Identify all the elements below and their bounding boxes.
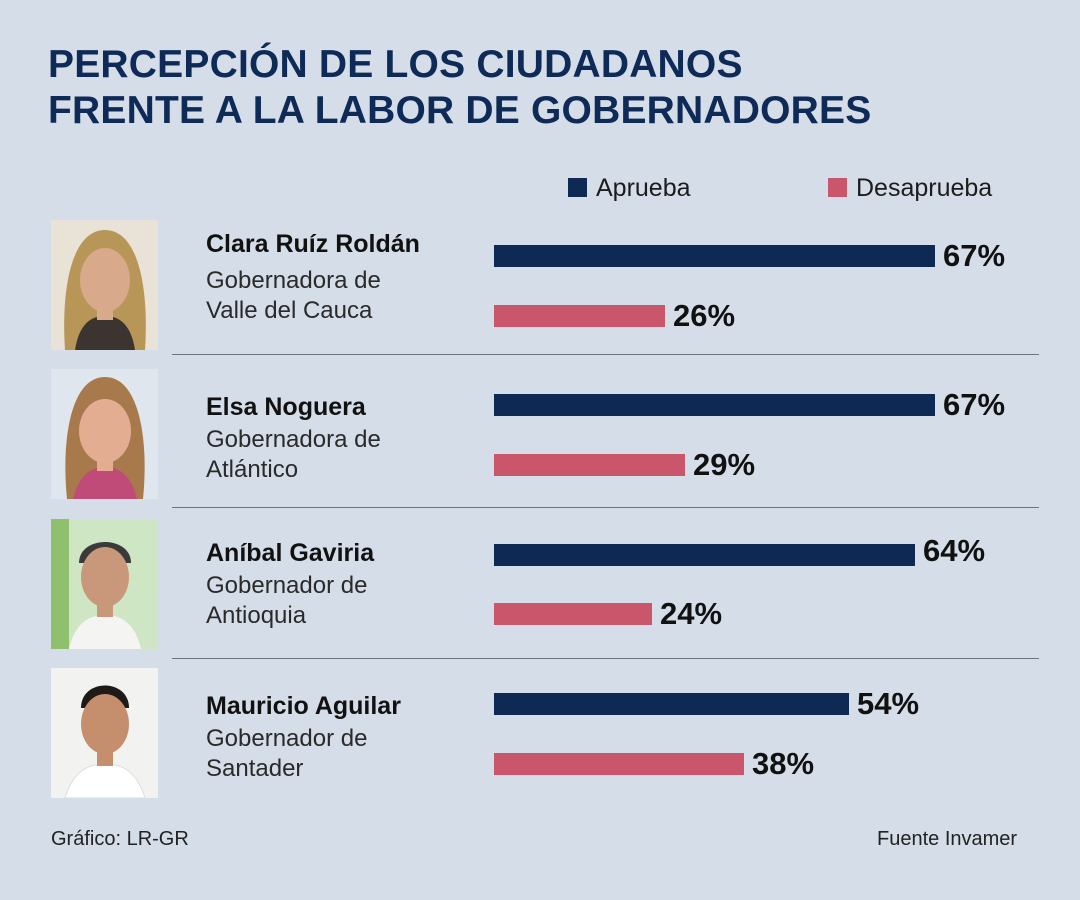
row-divider (172, 354, 1039, 355)
approve-value: 67% (943, 387, 1006, 422)
disapprove-bar (494, 753, 744, 775)
footer-credit: Gráfico: LR-GR (51, 828, 189, 850)
disapprove-value: 26% (673, 298, 736, 333)
governor-role: Gobernadora de Valle del Cauca (206, 266, 381, 326)
disapprove-bar (494, 603, 652, 625)
legend-disapprove-swatch (828, 178, 847, 197)
governor-role-line-1: Gobernador de (206, 572, 368, 599)
governor-role-line-2: Antioquia (206, 602, 307, 629)
row-divider (172, 507, 1039, 508)
governor-role-line-1: Gobernadora de (206, 267, 381, 294)
disapprove-value: 29% (693, 447, 756, 482)
governor-photo (51, 369, 158, 499)
governor-photo (51, 220, 158, 350)
legend-disapprove-label: Desaprueba (856, 174, 993, 202)
governor-role: Gobernador de Santader (206, 724, 367, 784)
legend-approve: Aprueba (568, 174, 691, 203)
legend-disapprove: Desaprueba (828, 174, 992, 203)
approve-bar (494, 245, 935, 267)
footer-source: Fuente Invamer (877, 828, 1018, 850)
governor-role-line-2: Santader (206, 755, 304, 782)
disapprove-bar (494, 305, 665, 327)
approve-bar (494, 544, 915, 566)
governor-photo (51, 668, 158, 798)
approve-value: 64% (923, 533, 986, 568)
title-line-1: PERCEPCIÓN DE LOS CIUDADANOS (48, 43, 743, 86)
title-line-2: FRENTE A LA LABOR DE GOBERNADORES (48, 89, 872, 132)
approve-value: 67% (943, 238, 1006, 273)
governor-row: Aníbal Gaviria Gobernador de Antioquia 6… (0, 519, 1080, 669)
approve-bar (494, 394, 935, 416)
governor-role-line-1: Gobernador de (206, 725, 368, 752)
chart-title: PERCEPCIÓN DE LOS CIUDADANOS FRENTE A LA… (48, 42, 871, 134)
governor-role-line-1: Gobernadora de (206, 426, 381, 453)
disapprove-value: 24% (660, 596, 723, 631)
approve-bar (494, 693, 849, 715)
governor-name: Elsa Noguera (206, 393, 366, 421)
governor-row: Elsa Noguera Gobernadora de Atlántico 67… (0, 369, 1080, 519)
legend-approve-label: Aprueba (596, 174, 691, 202)
legend-approve-swatch (568, 178, 587, 197)
governor-photo (51, 519, 158, 649)
governor-row: Clara Ruíz Roldán Gobernadora de Valle d… (0, 220, 1080, 370)
governor-role: Gobernador de Antioquia (206, 571, 367, 631)
governor-role: Gobernadora de Atlántico (206, 425, 381, 485)
disapprove-bar (494, 454, 685, 476)
governor-row: Mauricio Aguilar Gobernador de Santader … (0, 668, 1080, 818)
governor-name: Aníbal Gaviria (206, 539, 375, 567)
governor-name: Clara Ruíz Roldán (206, 230, 420, 258)
row-divider (172, 658, 1039, 659)
approve-value: 54% (857, 686, 920, 721)
governor-role-line-2: Valle del Cauca (206, 297, 373, 324)
disapprove-value: 38% (752, 746, 815, 781)
governor-name: Mauricio Aguilar (206, 692, 401, 720)
governor-role-line-2: Atlántico (206, 456, 299, 483)
